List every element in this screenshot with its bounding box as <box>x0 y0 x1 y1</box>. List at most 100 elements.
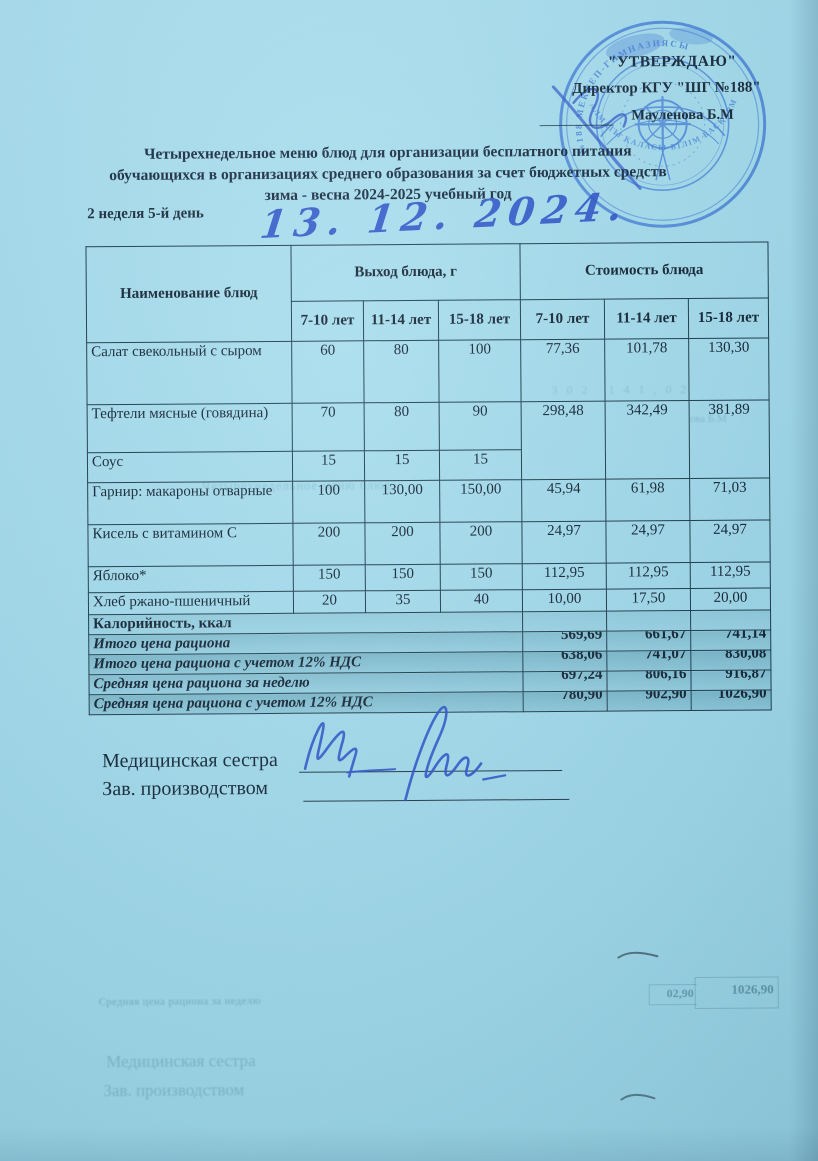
portion-cell: 150 <box>440 563 523 591</box>
cost-cell: 298,48 <box>521 401 606 480</box>
week-day-label: 2 неделя 5-й день <box>87 205 204 223</box>
calories-value-cell <box>690 609 771 631</box>
cost-cell: 381,89 <box>689 399 770 479</box>
dish-name-cell: Тефтели мясные (говядина) <box>87 403 293 453</box>
cost-cell: 24,97 <box>689 519 771 563</box>
round-stamp-seal-icon: №188 МЕКТЕП-ГИМНАЗИЯСЫ АЛМАТЫ ҚАЛАСЫ БІЛ… <box>543 11 767 228</box>
cost-cell: 77,36 <box>520 339 606 402</box>
cost-cell: 24,97 <box>521 521 607 564</box>
total-value-cell: 741,14 <box>690 629 771 651</box>
age-header: 15-18 лет <box>438 299 521 341</box>
dish-name-cell: Соус <box>87 451 293 483</box>
total-value-cell: 661,67 <box>606 630 691 652</box>
cost-cell: 112,95 <box>606 562 691 590</box>
portion-cell: 80 <box>364 402 440 451</box>
total-value-cell: 902,90 <box>607 690 692 712</box>
portion-cell: 15 <box>439 449 522 481</box>
ghost-text: Зав. производством <box>103 1080 245 1101</box>
cost-cell: 61,98 <box>605 478 690 522</box>
portion-cell: 100 <box>438 339 522 403</box>
pen-mark <box>617 951 659 959</box>
cost-cell: 24,97 <box>605 520 691 564</box>
dish-name-cell: Кисель с витамином С <box>87 523 294 567</box>
cost-cell: 20,00 <box>690 587 771 611</box>
age-header: 7-10 лет <box>520 299 605 340</box>
ghost-table-cell: 02,90 <box>648 984 697 1006</box>
dish-name-header: Наименование блюд <box>85 245 292 343</box>
portion-cell: 150,00 <box>439 479 522 523</box>
ghost-text: Медицинская сестра <box>106 1051 256 1072</box>
portion-cell: 15 <box>364 450 440 481</box>
portion-cell: 90 <box>439 401 522 451</box>
total-value-cell: 741,07 <box>606 650 691 672</box>
stamp-emblem-icon <box>600 96 726 181</box>
director-signature-scribble <box>551 85 642 190</box>
total-value: 902,90 <box>645 690 687 703</box>
portion-cell: 40 <box>440 589 523 613</box>
dish-name-cell: Хлеб ржано-пшеничный <box>88 591 294 615</box>
cost-cell: 342,49 <box>605 400 690 480</box>
cost-cell: 112,95 <box>690 561 771 589</box>
total-value: 697,24 <box>561 671 603 683</box>
dish-name-cell: Гарнир: макароны отварные <box>87 481 293 525</box>
portion-cell: 100 <box>292 480 365 524</box>
cost-cell: 10,00 <box>522 589 607 612</box>
nurse-signature-label: Медицинская сестра <box>101 748 278 773</box>
approval-heading: "УТВЕРЖДАЮ" <box>607 52 737 71</box>
total-value: 916,87 <box>725 669 767 682</box>
approval-director-line: Директор КГУ "ШГ №188" <box>572 79 761 97</box>
portion-cell: 150 <box>293 564 366 592</box>
cost-cell: 45,94 <box>521 479 606 522</box>
age-header: 7-10 лет <box>291 300 364 342</box>
cost-cell: 71,03 <box>689 477 770 521</box>
ghost-text: Средняя цена рациона за неделю <box>98 996 261 1009</box>
cost-cell: 130,30 <box>688 337 770 401</box>
cost-cell: 101,78 <box>604 338 690 402</box>
dish-name-cell: Яблоко* <box>88 565 294 593</box>
table-group-header-row: Наименование блюд Выход блюда, г Стоимос… <box>85 241 769 343</box>
total-value-cell: 697,24 <box>522 671 608 692</box>
table-row: Тефтели мясные (говядина) 70 80 90 298,4… <box>87 399 770 480</box>
signature-dash <box>482 774 507 781</box>
production-signature-label: Зав. производством <box>102 776 269 801</box>
dish-name-cell: Салат свекольный с сыром <box>86 341 293 405</box>
total-value-cell: 830,08 <box>690 649 771 671</box>
calories-value-cell <box>606 610 691 632</box>
portion-cell: 200 <box>292 522 366 566</box>
ghost-table-cell: 1026,90 <box>694 976 779 1010</box>
table-row: Кисель с витамином С 200 200 200 24,97 2… <box>87 519 771 567</box>
production-signature-scribble <box>404 705 483 802</box>
total-value-cell: 1026,90 <box>691 689 772 711</box>
age-header: 11-14 лет <box>363 300 439 341</box>
table-row: Гарнир: макароны отварные 100 130,00 150… <box>87 477 770 525</box>
total-value-cell: 916,87 <box>690 669 772 691</box>
portion-cell: 60 <box>291 340 365 404</box>
total-value-cell: 638,06 <box>522 651 607 672</box>
signature-tail <box>346 768 397 774</box>
total-value: 741,14 <box>724 629 767 642</box>
portion-cell: 130,00 <box>364 480 440 523</box>
total-value: 638,06 <box>561 651 603 663</box>
total-value: 741,07 <box>645 650 687 663</box>
portion-cell: 35 <box>365 590 441 613</box>
total-value-cell: 806,16 <box>606 670 692 692</box>
cost-cell: 17,50 <box>606 588 691 612</box>
table-row: Салат свекольный с сыром 60 80 100 77,36… <box>86 337 770 405</box>
handwritten-signatures <box>303 705 507 802</box>
age-header: 11-14 лет <box>604 298 689 340</box>
ink-blotch <box>669 27 713 45</box>
portion-cell: 15 <box>292 450 365 482</box>
output-group-header: Выход блюда, г <box>290 243 521 302</box>
cost-group-header: Стоимость блюда <box>519 241 769 300</box>
total-value-cell: 569,69 <box>522 631 607 652</box>
portion-cell: 200 <box>439 521 523 565</box>
portion-cell: 70 <box>292 402 365 452</box>
nurse-signature-scribble <box>303 722 358 778</box>
age-header: 15-18 лет <box>688 297 769 339</box>
total-value: 1026,90 <box>717 689 767 702</box>
total-value: 661,67 <box>644 630 687 643</box>
portion-cell: 150 <box>365 564 441 591</box>
calories-value-cell <box>522 611 607 632</box>
